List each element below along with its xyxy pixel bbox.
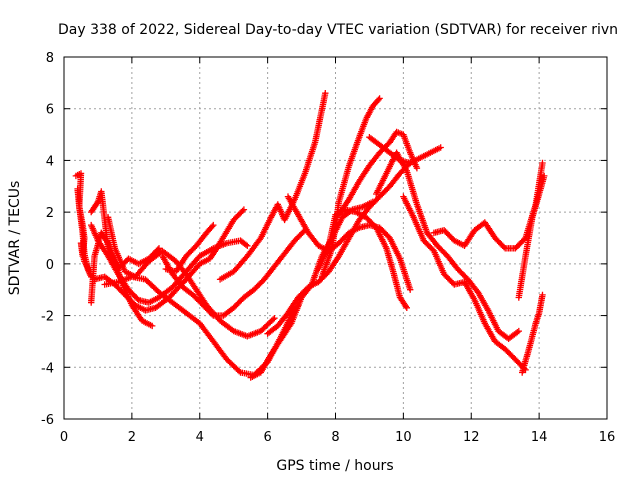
x-tick-label: 2	[128, 430, 136, 445]
x-tick-label: 10	[395, 430, 412, 445]
y-axis-label: SDTVAR / TECUs	[7, 181, 23, 296]
data-point	[244, 242, 251, 249]
y-tick-label: 2	[46, 206, 54, 221]
series-trace	[375, 151, 520, 340]
data-point	[271, 315, 278, 322]
plot-frame	[63, 56, 608, 420]
data-point	[375, 96, 382, 103]
y-tick-label: 4	[46, 154, 54, 169]
data-point	[407, 286, 414, 293]
data-point	[149, 322, 156, 330]
data-point	[322, 90, 329, 97]
x-tick-label: 12	[463, 430, 480, 445]
chart-title: Day 338 of 2022, Sidereal Day-to-day VTE…	[58, 22, 618, 38]
data-point	[208, 311, 216, 318]
y-tick-label: -2	[41, 310, 54, 325]
data-series-20	[400, 193, 529, 374]
x-tick-label: 4	[196, 430, 204, 445]
data-point	[209, 223, 216, 230]
y-tick-label: 0	[46, 258, 54, 273]
x-tick-label: 16	[599, 430, 616, 445]
data-series-8	[101, 273, 302, 379]
series-trace	[219, 93, 326, 280]
x-tick-label: 6	[263, 430, 271, 445]
data-point	[403, 304, 410, 311]
data-point	[376, 95, 383, 102]
data-series-9	[159, 227, 309, 319]
data-point	[500, 243, 508, 251]
data-point	[539, 291, 546, 299]
x-tick-label: 8	[331, 430, 339, 445]
x-axis-label: GPS time / hours	[276, 458, 393, 474]
y-tick-label: 8	[46, 51, 54, 66]
data-point	[269, 316, 277, 323]
data-series-6	[91, 206, 248, 314]
data-point	[515, 327, 522, 335]
data-point	[437, 144, 444, 151]
data-series-18	[366, 134, 444, 167]
data-point	[413, 165, 421, 172]
x-tick-label: 0	[60, 430, 68, 445]
y-tick-label: 6	[46, 103, 54, 118]
data-series-16	[318, 95, 383, 280]
data-series-22	[519, 291, 546, 376]
data-series-23	[515, 172, 548, 301]
data-point	[239, 207, 246, 215]
data-series-19	[373, 149, 522, 342]
data-series-10	[162, 221, 217, 275]
data-point	[541, 172, 548, 180]
y-tick-label: -6	[41, 413, 54, 428]
tick-labels: 0 2 4 6 8 10 12 14 16 -6 -4 -2 0 2 4 6 8	[41, 51, 615, 445]
y-tick-label: -4	[41, 361, 54, 376]
data-point	[242, 241, 250, 248]
data-point	[210, 221, 217, 229]
data-point	[539, 159, 546, 167]
data-point	[235, 368, 243, 375]
data-series-11	[216, 90, 329, 283]
x-tick-label: 14	[531, 430, 548, 445]
data-series-2	[74, 185, 93, 275]
data-point	[240, 206, 248, 213]
data-series	[72, 90, 548, 381]
